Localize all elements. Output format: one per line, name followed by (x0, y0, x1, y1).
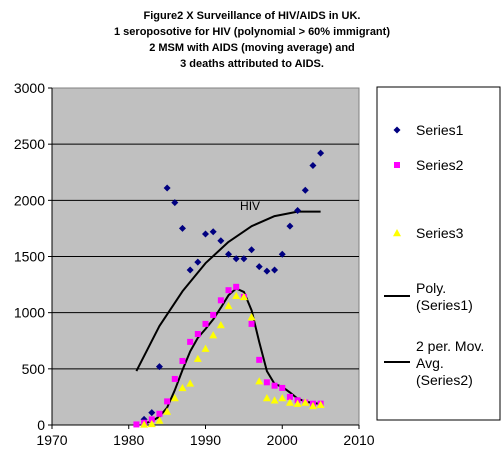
trend-line (143, 287, 321, 425)
legend-marker (393, 126, 401, 134)
data-point (201, 344, 210, 352)
data-point (271, 382, 278, 389)
data-point (148, 409, 156, 417)
data-point (194, 331, 201, 338)
data-point (156, 410, 163, 417)
data-point (239, 292, 248, 301)
title-line: 2 MSM with AIDS (moving average) and (149, 42, 355, 54)
legend-label: Poly. (416, 280, 446, 296)
data-point (186, 266, 194, 274)
y-tick-label: 1500 (14, 249, 45, 265)
x-tick-label: 2010 (343, 432, 374, 448)
data-point (278, 394, 287, 402)
data-point (270, 396, 279, 404)
data-point (178, 224, 186, 232)
data-point (216, 321, 225, 329)
data-point (225, 287, 232, 294)
data-point (133, 421, 140, 428)
data-point (202, 230, 209, 238)
data-point (255, 377, 264, 385)
data-point (217, 237, 225, 245)
x-tick-label: 1990 (190, 432, 221, 448)
y-tick-label: 3000 (14, 80, 45, 96)
data-point (148, 416, 155, 423)
data-point (278, 250, 286, 258)
data-point (256, 356, 263, 363)
data-point (263, 267, 271, 275)
data-point (308, 401, 317, 410)
data-point (140, 420, 149, 428)
data-point (316, 400, 325, 408)
data-point (147, 419, 156, 428)
data-point (248, 246, 256, 254)
legend-label: 2 per. Mov. (416, 338, 484, 354)
data-point (248, 320, 255, 327)
legend-label: Series1 (416, 122, 464, 138)
data-point (193, 354, 202, 362)
data-point (309, 162, 317, 170)
data-point (210, 311, 217, 318)
legend-label: Avg. (416, 355, 444, 371)
data-point (233, 283, 240, 290)
data-point (163, 407, 172, 415)
data-point (301, 398, 310, 406)
y-tick-label: 1000 (14, 305, 45, 321)
data-point (170, 394, 179, 402)
data-point (255, 263, 263, 271)
data-point (202, 320, 209, 327)
data-point (178, 383, 187, 392)
data-point (293, 399, 302, 407)
data-point (171, 199, 179, 207)
data-point (164, 398, 171, 405)
data-point (225, 250, 233, 258)
data-point (232, 291, 241, 300)
data-point (155, 416, 164, 424)
hiv-annotation: HIV (240, 199, 260, 213)
data-point (179, 357, 186, 364)
data-point (262, 394, 271, 402)
y-tick-label: 2500 (14, 136, 45, 152)
data-point (155, 363, 163, 371)
y-tick-label: 0 (37, 417, 45, 433)
title-line: Figure2 X Surveillance of HIV/AIDS in UK… (143, 10, 361, 22)
data-point (171, 375, 178, 382)
chart-title: Figure2 X Surveillance of HIV/AIDS in UK… (0, 8, 504, 72)
data-point (263, 379, 270, 386)
data-point (294, 206, 302, 214)
legend-label: Series3 (416, 225, 464, 241)
legend-marker (393, 229, 401, 237)
x-tick-label: 2000 (267, 432, 298, 448)
legend-label: (Series1) (416, 297, 473, 313)
data-point (240, 255, 248, 263)
data-point (232, 255, 240, 263)
data-point (286, 222, 294, 230)
data-point (187, 338, 194, 345)
y-tick-label: 2000 (14, 192, 45, 208)
data-point (286, 393, 293, 400)
title-line: 1 seroposotive for HIV (polynomial > 60%… (114, 26, 390, 38)
data-point (271, 266, 279, 274)
data-point (163, 184, 171, 192)
trend-line (135, 210, 321, 372)
data-point (317, 149, 325, 157)
x-tick-label: 1980 (113, 432, 144, 448)
legend-label: Series2 (416, 157, 464, 173)
data-point (209, 331, 218, 339)
data-point (224, 301, 233, 310)
data-point (217, 297, 224, 304)
data-point (247, 313, 256, 321)
data-point (279, 384, 286, 391)
x-tick-label: 1970 (36, 432, 67, 448)
data-point (209, 228, 217, 236)
legend-label: (Series2) (416, 372, 473, 388)
title-line: 3 deaths attributed to AIDS. (180, 58, 324, 70)
legend-marker (394, 162, 400, 168)
data-point (285, 398, 294, 406)
data-point (186, 379, 195, 387)
legend-box (376, 86, 501, 421)
data-point (301, 186, 309, 194)
y-tick-label: 500 (22, 361, 46, 377)
data-point (194, 258, 202, 266)
